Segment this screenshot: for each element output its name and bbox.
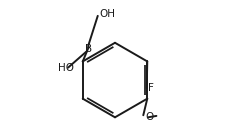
Text: F: F	[147, 83, 153, 93]
Text: HO: HO	[57, 63, 74, 73]
Text: B: B	[84, 44, 91, 54]
Text: O: O	[145, 112, 153, 122]
Text: OH: OH	[99, 10, 115, 19]
